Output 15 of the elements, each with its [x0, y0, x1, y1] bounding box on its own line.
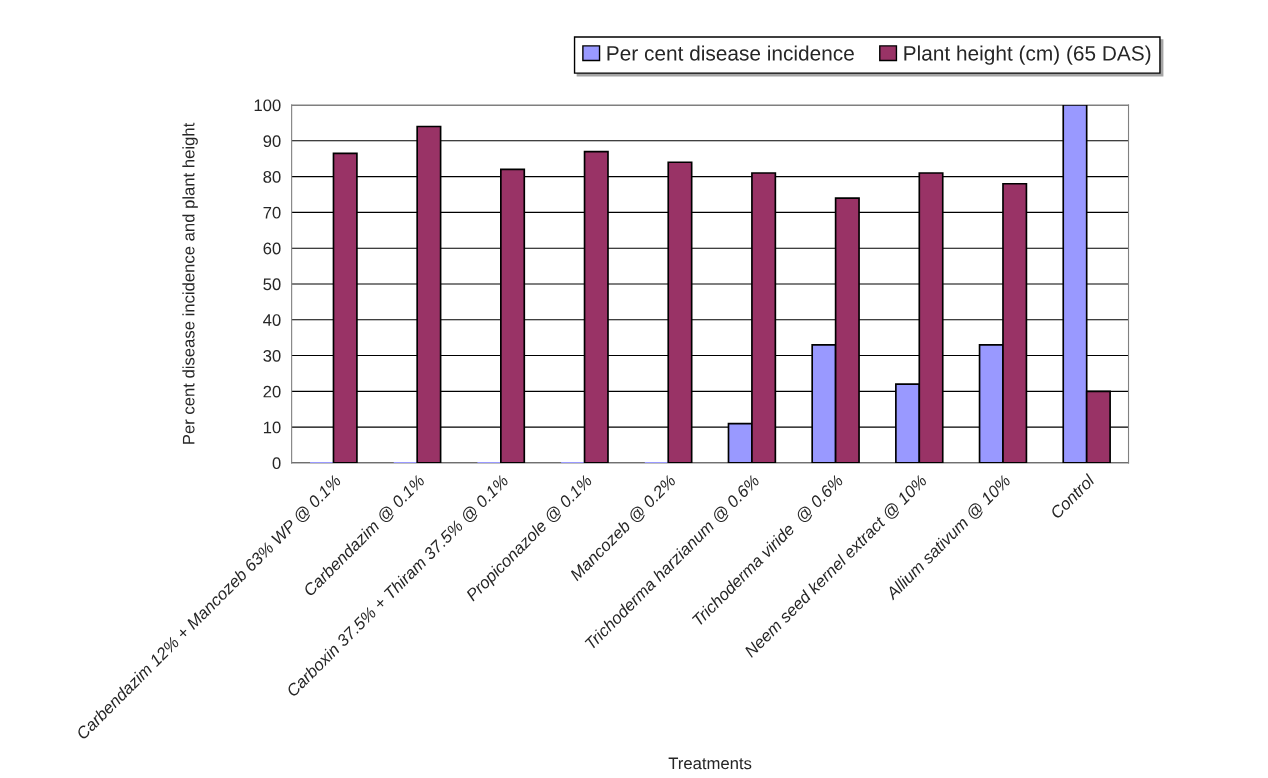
y-tick-label: 20 — [263, 385, 281, 398]
y-tick-label: 60 — [263, 242, 281, 255]
y-tick-label: 10 — [263, 421, 281, 434]
y-axis-title: Per cent disease incidence and plant height — [182, 122, 198, 444]
legend-label: Plant height (cm) (65 DAS) — [904, 45, 1151, 65]
y-tick-label: 80 — [263, 171, 281, 183]
y-tick-label: 50 — [263, 278, 281, 291]
y-tick-label: 30 — [263, 349, 281, 362]
x-axis-title: Treatments — [668, 757, 752, 770]
y-tick-label: 100 — [254, 99, 281, 112]
y-tick-label: 70 — [263, 206, 281, 219]
y-tick-label: 90 — [263, 135, 281, 148]
legend-label: Per cent disease incidence — [607, 45, 854, 61]
y-tick-label: 40 — [263, 314, 281, 326]
y-tick-label: 0 — [272, 457, 281, 470]
